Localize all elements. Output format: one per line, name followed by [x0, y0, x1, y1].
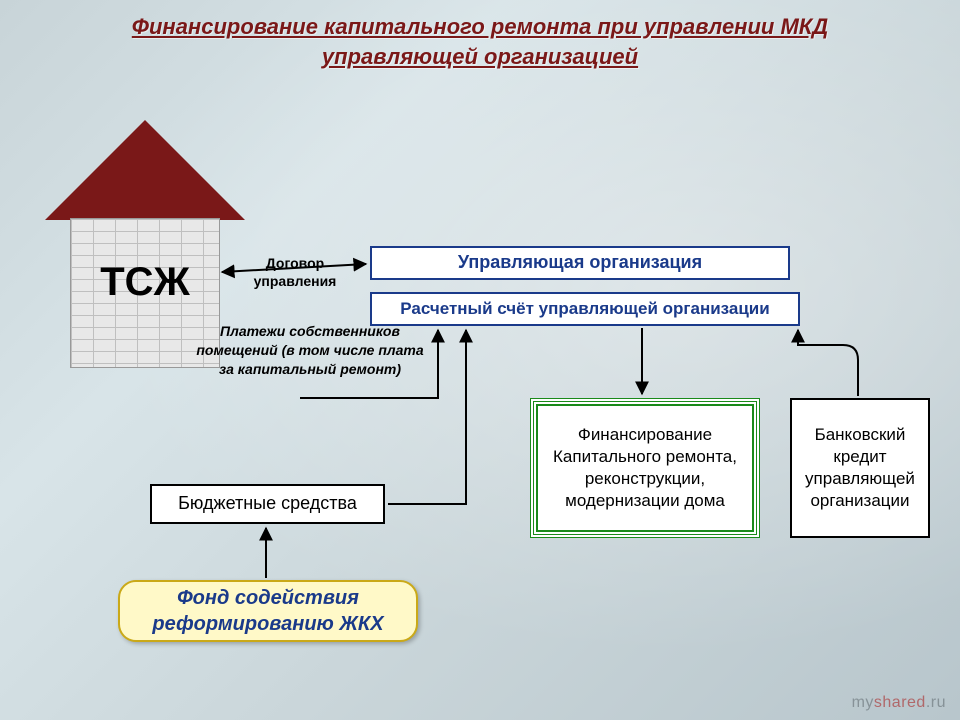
watermark-prefix: my: [852, 694, 874, 711]
box-account: Расчетный счёт управляющей организации: [370, 292, 800, 326]
house-roof-icon: [45, 120, 245, 220]
title-line-2: управляющей организацией: [322, 44, 638, 69]
watermark-suffix: .ru: [926, 694, 946, 711]
box-fund: Фонд содействия реформированию ЖКХ: [118, 580, 418, 642]
box-bank-credit-text: Банковский кредит управляющей организаци…: [798, 424, 922, 512]
box-fund-text: Фонд содействия реформированию ЖКХ: [120, 585, 416, 637]
box-budget: Бюджетные средства: [150, 484, 385, 524]
house-label: ТСЖ: [70, 260, 220, 305]
box-bank-credit: Банковский кредит управляющей организаци…: [790, 398, 930, 538]
payments-label: Платежи собственников помещений (в том ч…: [195, 322, 425, 379]
box-managing-org: Управляющая организация: [370, 246, 790, 280]
box-financing-text: Финансирование Капитального ремонта, рек…: [542, 424, 748, 512]
box-managing-org-text: Управляющая организация: [458, 251, 702, 274]
box-budget-text: Бюджетные средства: [178, 492, 357, 515]
box-financing: Финансирование Капитального ремонта, рек…: [530, 398, 760, 538]
title-line-1: Финансирование капитального ремонта при …: [132, 14, 828, 39]
watermark-red: shared: [874, 694, 926, 711]
arrow-bankcredit-to-account: [798, 330, 858, 396]
watermark: myshared.ru: [852, 694, 946, 712]
diagram-stage: Финансирование капитального ремонта при …: [0, 0, 960, 720]
box-account-text: Расчетный счёт управляющей организации: [400, 298, 769, 320]
contract-label: Договор управления: [230, 255, 360, 290]
page-title: Финансирование капитального ремонта при …: [0, 12, 960, 71]
